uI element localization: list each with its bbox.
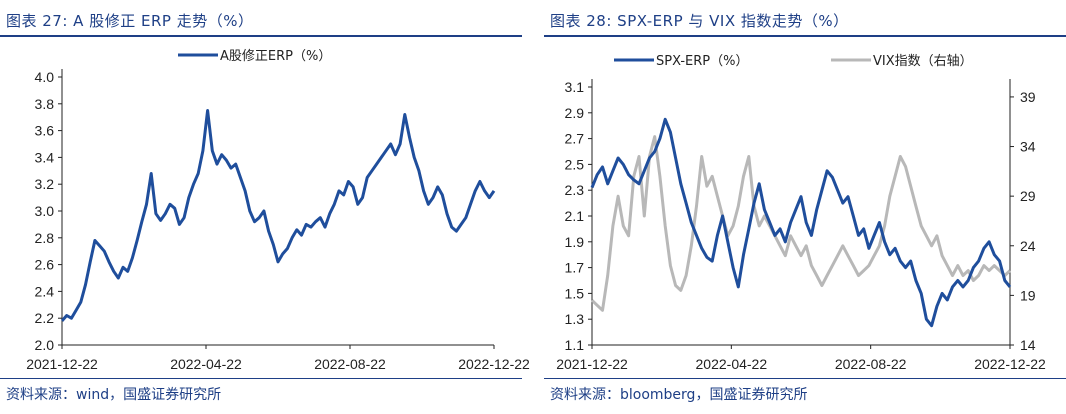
x-tick-label: 2022-08-22 (835, 356, 907, 372)
source-rule (544, 378, 1066, 379)
chart-title: 图表 27: A 股修正 ERP 走势（%） (6, 12, 254, 30)
y-tick-label: 3.2 (35, 176, 55, 192)
y-tick-label: 1.1 (565, 337, 585, 353)
y2-tick-label: 24 (1020, 238, 1036, 254)
legend-label: SPX-ERP（%） (656, 54, 748, 69)
x-tick-label: 2022-08-22 (314, 356, 386, 372)
source-note: 资料来源：wind，国盛证券研究所 (6, 387, 222, 403)
title-rule (544, 35, 1066, 37)
y-tick-label: 3.6 (35, 123, 55, 139)
y-tick-label: 1.7 (565, 260, 585, 276)
y-tick-label: 3.0 (35, 203, 55, 219)
title-rule (0, 35, 522, 37)
erp-line-chart: 2.0 2.2 2.4 2.6 2.8 3.0 3.2 3.4 3.6 3.8 4.0 2021-12… (26, 49, 530, 372)
y-tick-label: 1.3 (565, 311, 585, 327)
y2-tick-label: 39 (1020, 89, 1036, 105)
x-tick-label: 2022-12-22 (974, 356, 1046, 372)
y-tick-label: 2.9 (565, 105, 585, 121)
spx-vix-line-chart: 1.1 1.3 1.5 1.7 1.9 2.1 2.3 2.5 2.7 2.9 3.1 14 19 24 2… (556, 54, 1046, 372)
y2-tick-label: 29 (1020, 188, 1036, 204)
x-tick-label: 2022-04-22 (170, 356, 242, 372)
y-tick-label: 2.7 (565, 131, 585, 147)
legend-label: A股修正ERP（%） (220, 49, 331, 64)
x-tick-label: 2021-12-22 (26, 356, 98, 372)
y2-tick-label: 34 (1020, 139, 1036, 155)
y2-tick-label: 14 (1020, 337, 1036, 353)
y-tick-label: 1.9 (565, 234, 585, 250)
chart-title: 图表 28: SPX-ERP 与 VIX 指数走势（%） (550, 12, 849, 30)
source-note: 资料来源：bloomberg，国盛证券研究所 (550, 387, 808, 403)
x-tick-label: 2022-04-22 (696, 356, 768, 372)
y-tick-label: 3.8 (35, 96, 55, 112)
y2-tick-label: 19 (1020, 287, 1036, 303)
y-tick-label: 2.0 (35, 337, 55, 353)
source-rule (0, 378, 522, 379)
erp-series-line (590, 117, 1012, 328)
x-tick-label: 2021-12-22 (556, 356, 628, 372)
y-tick-label: 2.2 (35, 310, 55, 326)
spx-vix-chart-panel: 图表 28: SPX-ERP 与 VIX 指数走势（%） 1.1 1.3 1.5 1.… (544, 0, 1066, 414)
y-tick-label: 2.6 (35, 257, 55, 273)
y-tick-label: 2.3 (565, 182, 585, 198)
erp-series-line (60, 109, 496, 322)
y-tick-label: 3.4 (35, 149, 55, 165)
erp-chart-panel: 图表 27: A 股修正 ERP 走势（%） 2.0 2.2 2.4 2.6 2.8 3.… (0, 0, 530, 414)
y-tick-label: 2.8 (35, 230, 55, 246)
y-tick-label: 2.1 (565, 208, 585, 224)
y-tick-label: 2.5 (565, 156, 585, 172)
y-tick-label: 1.5 (565, 285, 585, 301)
legend-label: VIX指数（右轴） (873, 54, 973, 69)
y-tick-label: 4.0 (35, 69, 55, 85)
x-tick-label: 2022-12-22 (458, 356, 530, 372)
vix-series-line (590, 135, 1012, 312)
y-tick-label: 3.1 (565, 79, 585, 95)
y-tick-label: 2.4 (35, 283, 55, 299)
